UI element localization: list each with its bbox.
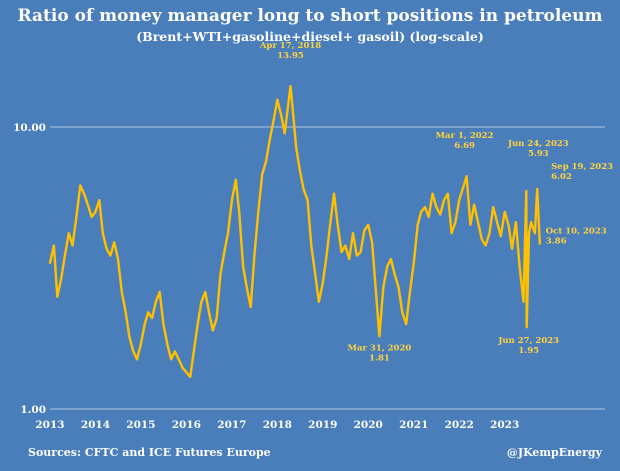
x-tick-label: 2019 xyxy=(308,419,337,431)
annotation-label: Mar 1, 2022 xyxy=(436,131,494,141)
annotation-value: 13.95 xyxy=(277,51,304,61)
x-tick-label: 2023 xyxy=(490,419,519,431)
y-tick-label: 10.00 xyxy=(13,122,46,134)
annotation-label: Sep 19, 2023 xyxy=(551,162,613,172)
series-group xyxy=(48,84,541,379)
annotation-label: Oct 10, 2023 xyxy=(546,227,607,237)
annotation-value: 1.81 xyxy=(369,353,390,363)
x-tick-label: 2015 xyxy=(126,419,155,431)
annotation-label: Jun 24, 2023 xyxy=(507,139,569,149)
x-tick-label: 2018 xyxy=(263,419,292,431)
gridlines xyxy=(50,126,605,410)
annotation-value: 6.69 xyxy=(454,141,475,151)
x-tick-label: 2020 xyxy=(354,419,383,431)
source-note: Sources: CFTC and ICE Futures Europe xyxy=(28,446,271,459)
chart-title: Ratio of money manager long to short pos… xyxy=(17,6,603,26)
annotation-value: 1.95 xyxy=(518,346,539,356)
x-tick-label: 2014 xyxy=(81,419,110,431)
x-tick-label: 2021 xyxy=(399,419,428,431)
x-tick-label: 2013 xyxy=(35,419,64,431)
x-tick-label: 2016 xyxy=(172,419,201,431)
author-handle: @JKempEnergy xyxy=(506,446,602,459)
x-tick-label: 2022 xyxy=(445,419,474,431)
x-tick-label: 2017 xyxy=(217,419,246,431)
chart-subtitle: (Brent+WTI+gasoline+diesel+ gasoil) (log… xyxy=(136,29,484,44)
annotation-value: 5.93 xyxy=(528,149,549,159)
series-line xyxy=(48,84,541,379)
annotation-label: Mar 31, 2020 xyxy=(348,343,412,353)
annotation-label: Jun 27, 2023 xyxy=(497,336,559,346)
annotation-label: Apr 17, 2018 xyxy=(259,41,321,51)
y-tick-label: 1.00 xyxy=(20,404,46,416)
annotation-value: 6.02 xyxy=(551,172,572,182)
x-axis-ticks: 2013 2014 2015 2016 2017 2018 2019 2020 2021 2022… xyxy=(35,419,519,431)
y-axis-ticks: 10.00 1.00 xyxy=(13,122,46,416)
annotation-value: 3.86 xyxy=(546,237,567,247)
